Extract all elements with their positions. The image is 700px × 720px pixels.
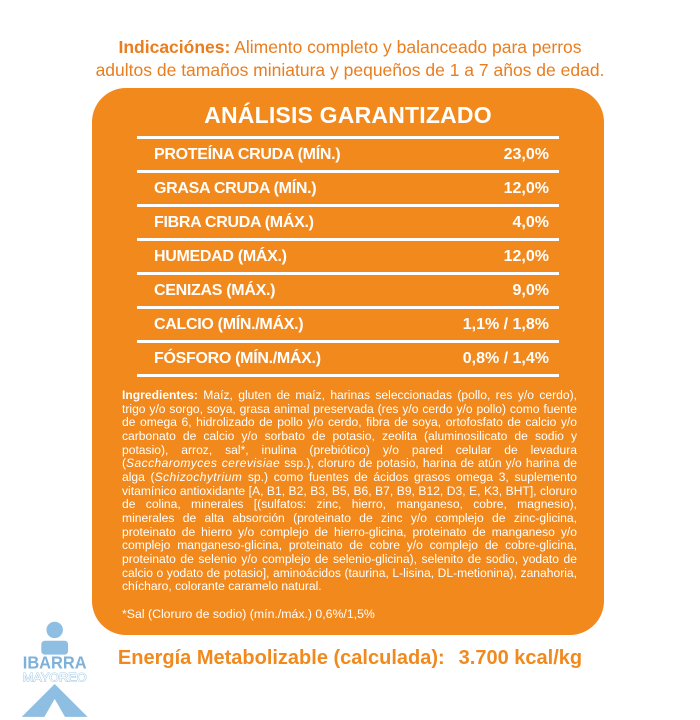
ingredients-body: Maíz, gluten de maíz, harinas selecciona… (122, 388, 577, 594)
table-row: PROTEÍNA CRUDA (MÍN.) 23,0% (137, 139, 559, 173)
logo-wordmark: IBARRA (23, 653, 87, 673)
logo-legs-icon (21, 683, 88, 717)
table-row: HUMEDAD (MÁX.) 12,0% (137, 241, 559, 275)
row-label: CALCIO (MÍN./MÁX.) (154, 315, 304, 333)
table-row: CENIZAS (MÁX.) 9,0% (137, 275, 559, 309)
row-value: 0,8% / 1,4% (462, 349, 549, 367)
indications-label: Indicaciónes: (118, 37, 231, 57)
row-label: GRASA CRUDA (MÍN.) (154, 179, 317, 197)
ibarra-logo: IBARRA MAYOREO (14, 615, 118, 720)
row-label: CENIZAS (MÁX.) (154, 281, 276, 299)
indications-body: Alimento completo y balanceado para perr… (95, 37, 605, 80)
ingredients-paragraph: Ingredientes: Maíz, gluten de maíz, hari… (122, 388, 577, 594)
row-value: 9,0% (512, 281, 549, 299)
table-row: GRASA CRUDA (MÍN.) 12,0% (137, 173, 559, 207)
analysis-table: PROTEÍNA CRUDA (MÍN.) 23,0% GRASA CRUDA … (137, 136, 559, 377)
indications-text: Indicaciónes: Alimento completo y balanc… (88, 36, 612, 82)
energy-label: Energía Metabolizable (calculada): (117, 647, 445, 669)
table-row: FÓSFORO (MÍN./MÁX.) 0,8% / 1,4% (137, 343, 559, 377)
logo-subtitle: MAYOREO (23, 670, 87, 684)
row-label: FÓSFORO (MÍN./MÁX.) (154, 349, 321, 367)
logo-head-icon (46, 621, 63, 639)
guaranteed-analysis-panel: ANÁLISIS GARANTIZADO PROTEÍNA CRUDA (MÍN… (92, 88, 604, 635)
row-label: PROTEÍNA CRUDA (MÍN.) (154, 145, 341, 163)
ibarra-logo-graphic: IBARRA MAYOREO (21, 621, 88, 717)
energy-line: Energía Metabolizable (calculada): 3.700 … (0, 647, 700, 670)
row-value: 1,1% / 1,8% (462, 315, 549, 333)
table-row: FIBRA CRUDA (MÁX.) 4,0% (137, 207, 559, 241)
row-value: 23,0% (503, 145, 549, 163)
logo-torso-icon (41, 640, 69, 655)
row-label: HUMEDAD (MÁX.) (154, 247, 287, 265)
salt-note: *Sal (Cloruro de sodio) (mín./máx.) 0,6%… (122, 606, 375, 621)
row-value: 12,0% (503, 179, 549, 197)
ingredients-label: Ingredientes: (122, 388, 198, 402)
row-label: FIBRA CRUDA (MÁX.) (154, 213, 314, 231)
energy-value: 3.700 kcal/kg (458, 647, 583, 669)
row-value: 4,0% (512, 213, 549, 231)
table-row: CALCIO (MÍN./MÁX.) 1,1% / 1,8% (137, 309, 559, 343)
row-value: 12,0% (503, 247, 549, 265)
panel-title: ANÁLISIS GARANTIZADO (204, 102, 492, 128)
